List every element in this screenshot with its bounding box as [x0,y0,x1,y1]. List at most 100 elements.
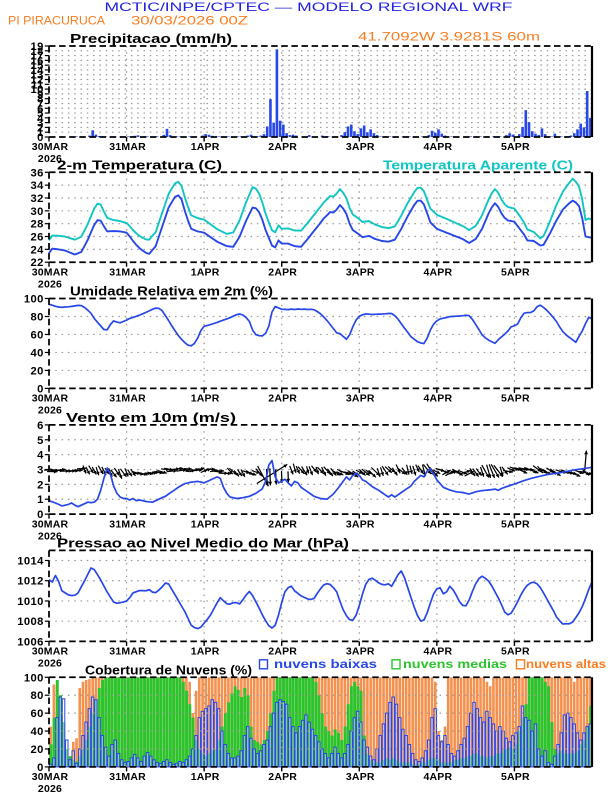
svg-text:4APR: 4APR [423,393,452,405]
svg-text:1APR: 1APR [191,141,220,153]
svg-text:2APR: 2APR [268,518,297,530]
svg-text:1010: 1010 [17,596,44,608]
svg-text:1APR: 1APR [191,518,220,530]
svg-text:1006: 1006 [17,636,44,648]
svg-text:2: 2 [37,479,44,491]
svg-text:5APR: 5APR [501,518,530,530]
svg-text:5: 5 [37,108,44,120]
svg-text:Temperatura Aparente (C): Temperatura Aparente (C) [383,159,573,173]
svg-text:100: 100 [24,294,44,306]
svg-text:0: 0 [37,132,44,144]
svg-text:31MAR: 31MAR [109,646,146,658]
svg-text:60: 60 [31,708,44,720]
svg-text:2APR: 2APR [268,771,297,783]
svg-text:30MAR: 30MAR [32,771,69,783]
svg-text:4APR: 4APR [423,141,452,153]
svg-text:24: 24 [31,244,45,256]
svg-text:22: 22 [31,257,44,269]
svg-text:10: 10 [31,84,44,96]
svg-text:5APR: 5APR [501,266,530,278]
svg-text:2APR: 2APR [268,266,297,278]
svg-text:15: 15 [31,60,44,72]
svg-text:36: 36 [31,167,44,179]
svg-text:1APR: 1APR [191,771,220,783]
svg-text:7: 7 [37,99,44,111]
svg-text:Pressao ao Nivel Medio do Mar: Pressao ao Nivel Medio do Mar (hPa) [57,537,349,551]
svg-text:PI PIRACURUCA: PI PIRACURUCA [8,16,105,28]
svg-text:4: 4 [37,450,44,462]
svg-text:2026: 2026 [38,153,62,165]
svg-text:4: 4 [37,113,44,125]
svg-text:1: 1 [37,494,44,506]
svg-text:26: 26 [31,232,44,244]
svg-text:1APR: 1APR [191,393,220,405]
svg-text:2APR: 2APR [268,141,297,153]
svg-text:2APR: 2APR [268,646,297,658]
svg-text:28: 28 [31,219,44,231]
svg-text:30MAR: 30MAR [32,393,69,405]
svg-text:40: 40 [31,347,44,359]
svg-text:3: 3 [37,465,44,477]
svg-text:1: 1 [37,127,44,139]
svg-text:2026: 2026 [38,278,62,290]
svg-text:0: 0 [37,509,44,521]
svg-text:2-m Temperatura (C): 2-m Temperatura (C) [57,159,222,173]
svg-text:Precipitacao (mm/h): Precipitacao (mm/h) [70,32,232,46]
svg-text:5APR: 5APR [501,141,530,153]
svg-text:30MAR: 30MAR [32,518,69,530]
svg-text:3APR: 3APR [346,141,375,153]
svg-text:6: 6 [37,420,44,432]
svg-text:18: 18 [31,46,44,58]
svg-text:0: 0 [37,762,44,774]
svg-text:13: 13 [31,70,44,82]
svg-text:5APR: 5APR [501,771,530,783]
svg-text:8: 8 [37,94,44,106]
svg-text:14: 14 [31,65,45,77]
svg-text:31MAR: 31MAR [109,266,146,278]
svg-text:3APR: 3APR [346,266,375,278]
svg-text:17: 17 [31,51,44,63]
svg-text:3APR: 3APR [346,518,375,530]
svg-text:2026: 2026 [38,658,62,670]
svg-text:16: 16 [31,55,44,67]
svg-text:nuvens altas: nuvens altas [526,657,606,671]
svg-text:20: 20 [31,365,44,377]
svg-text:5APR: 5APR [501,646,530,658]
svg-text:80: 80 [31,312,44,324]
svg-text:60: 60 [31,330,44,342]
svg-text:31MAR: 31MAR [109,771,146,783]
svg-text:11: 11 [31,79,44,91]
svg-text:1APR: 1APR [191,646,220,658]
svg-text:1008: 1008 [17,616,44,628]
svg-text:4APR: 4APR [423,646,452,658]
svg-text:20: 20 [31,744,44,756]
svg-text:Cobertura de Nuvens (%): Cobertura de Nuvens (%) [85,664,252,678]
svg-text:4APR: 4APR [423,518,452,530]
svg-text:30: 30 [31,206,44,218]
svg-text:30MAR: 30MAR [32,266,69,278]
svg-text:4APR: 4APR [423,266,452,278]
svg-text:nuvens medias: nuvens medias [403,657,507,671]
svg-text:4APR: 4APR [423,771,452,783]
svg-text:30/03/2026 00Z: 30/03/2026 00Z [131,16,248,28]
svg-text:1APR: 1APR [191,266,220,278]
svg-text:41.7092W 3.9281S 60m: 41.7092W 3.9281S 60m [358,32,540,44]
svg-text:nuvens baixas: nuvens baixas [274,657,377,671]
svg-text:Vento em 10m (m/s): Vento em 10m (m/s) [66,411,236,425]
svg-text:3: 3 [37,118,44,130]
svg-text:3APR: 3APR [346,771,375,783]
svg-text:30MAR: 30MAR [32,141,69,153]
svg-text:2: 2 [37,122,44,134]
svg-text:2026: 2026 [38,405,62,417]
svg-text:12: 12 [31,75,44,87]
svg-text:80: 80 [31,690,44,702]
svg-text:MCTIC/INPE/CPTEC — MODELO REGI: MCTIC/INPE/CPTEC — MODELO REGIONAL WRF [105,0,513,14]
svg-text:100: 100 [24,672,44,684]
svg-text:40: 40 [31,726,44,738]
svg-text:1012: 1012 [17,576,44,588]
svg-text:31MAR: 31MAR [109,393,146,405]
svg-text:30MAR: 30MAR [32,646,69,658]
svg-text:32: 32 [31,193,44,205]
svg-text:2026: 2026 [38,783,62,792]
svg-text:3APR: 3APR [346,646,375,658]
